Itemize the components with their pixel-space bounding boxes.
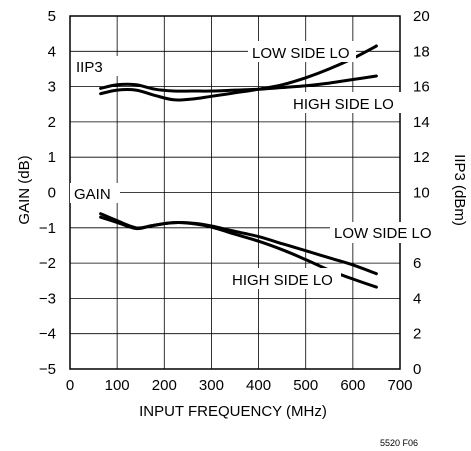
iip3-series-label: IIP3 [76,59,103,76]
y2-tick-label: 2 [413,326,421,343]
gain-low-side-lo-label: LOW SIDE LO [334,225,432,242]
iip3-high-side-lo-bg [290,92,404,113]
gain-high-side-lo-label: HIGH SIDE LO [232,272,333,289]
gain-series-label: GAIN [74,186,111,203]
x-tick-label: 0 [66,377,74,394]
curve-layer [99,44,378,289]
figure-id: 5520 F06 [380,438,418,448]
y-tick-label: −2 [39,255,56,272]
x-tick-label: 600 [340,377,365,394]
gain-low-side-lo-bg [330,222,440,243]
y2-tick-label: 12 [413,149,430,166]
x-tick-label: 100 [105,377,130,394]
y2-tick-label: 10 [413,185,430,202]
x-axis-title: INPUT FREQUENCY (MHz) [139,403,327,420]
x-tick-label: 500 [293,377,318,394]
y2-tick-label: 0 [413,361,421,378]
iip3-label-bg [74,56,118,76]
y-tick-label: 3 [48,79,56,96]
x-tick-label: 200 [152,377,177,394]
y-tick-label: 0 [48,185,56,202]
y-tick-label: 1 [48,149,56,166]
iip3-low-side-lo-bg [248,41,356,62]
y-tick-label: −5 [39,361,56,378]
x-tick-label: 300 [199,377,224,394]
y2-tick-label: 14 [413,114,430,131]
iip3-high-side-lo-label: HIGH SIDE LO [293,96,394,113]
y2-tick-label: 4 [413,290,421,307]
y-axis-title: GAIN (dB) [16,155,33,224]
grid-layer [70,16,400,369]
gain-label-bg [70,183,120,203]
series-line-4 [99,215,378,289]
y-tick-label: 2 [48,114,56,131]
annotation-layer: IIP3 GAIN LOW SIDE LO HIGH SIDE LO LOW S… [70,41,440,289]
y2-axis-title: IIP3 (dBm) [451,154,468,226]
gain-high-side-lo-bg [229,268,341,289]
y-tick-label: 4 [48,43,56,60]
y-tick-label: −4 [39,326,56,343]
y-tick-label: −1 [39,220,56,237]
y-tick-label: 5 [48,8,56,25]
y-tick-label: −3 [39,290,56,307]
y2-tick-label: 18 [413,43,430,60]
x-tick-label: 700 [387,377,412,394]
series-line-2 [99,44,378,102]
y2-tick-label: 16 [413,79,430,96]
series-line-1 [99,74,378,93]
y2-tick-label: 20 [413,8,430,25]
x-tick-label: 400 [246,377,271,394]
tick-label-layer: 0 100 200 300 400 500 600 700−5−4−3−2−101234502… [39,8,430,394]
y2-tick-label: 6 [413,255,421,272]
iip3-low-side-lo-label: LOW SIDE LO [252,45,350,62]
